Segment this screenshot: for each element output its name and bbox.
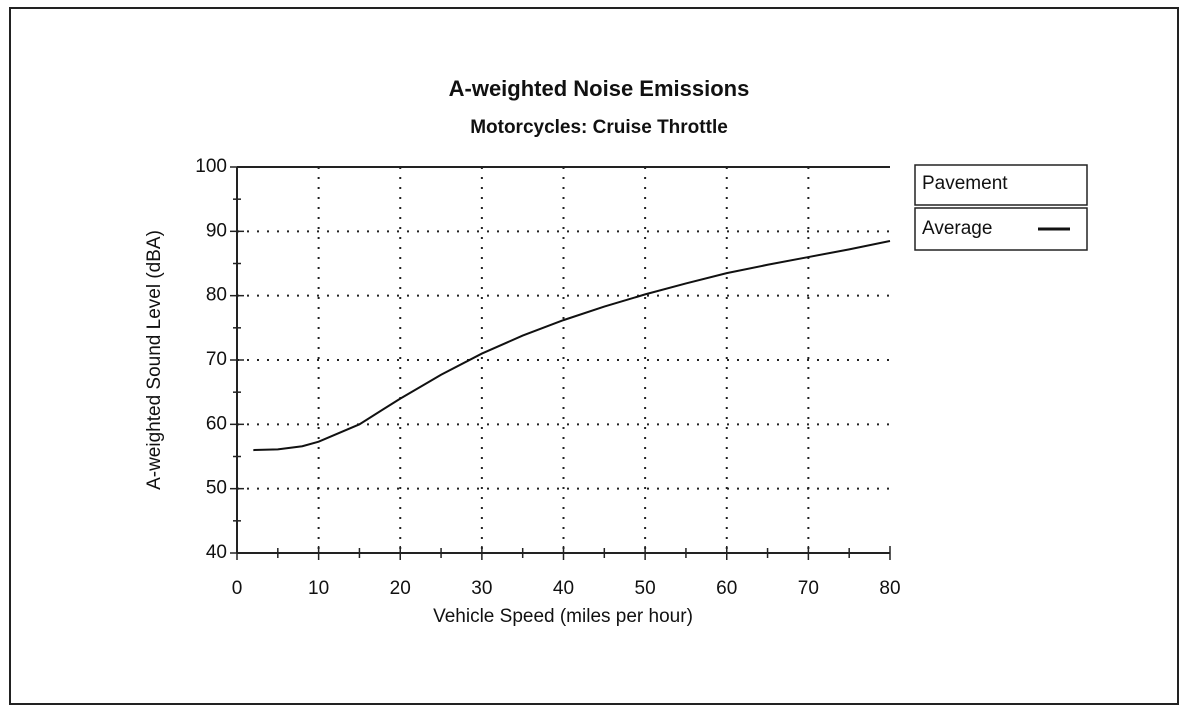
x-tick-label: 0	[232, 578, 243, 599]
legend-title-box	[914, 164, 1088, 206]
y-axis-label: A-weighted Sound Level (dBA)	[144, 230, 165, 490]
y-tick-label: 50	[206, 478, 227, 499]
chart-title: A-weighted Noise Emissions	[449, 76, 750, 101]
y-tick-label: 70	[206, 349, 227, 370]
data-line	[253, 240, 891, 452]
y-tick-label: 60	[206, 413, 227, 434]
y-tick-label: 90	[206, 220, 227, 241]
x-tick-label: 50	[635, 578, 656, 599]
y-tick-label: 40	[206, 542, 227, 563]
frame	[9, 7, 1179, 705]
x-tick-label: 20	[390, 578, 411, 599]
x-tick-label: 70	[798, 578, 819, 599]
x-tick-label: 60	[716, 578, 737, 599]
x-tick-label: 80	[879, 578, 900, 599]
y-tick-label: 80	[206, 285, 227, 306]
x-tick-label: 40	[553, 578, 574, 599]
y-tick-label: 100	[195, 156, 227, 177]
x-axis-label: Vehicle Speed (miles per hour)	[433, 606, 693, 627]
chart-subtitle: Motorcycles: Cruise Throttle	[470, 117, 728, 138]
x-tick-label: 30	[471, 578, 492, 599]
x-tick-label: 10	[308, 578, 329, 599]
legend-label: Average	[922, 218, 992, 239]
legend-title: Pavement	[922, 173, 1008, 194]
